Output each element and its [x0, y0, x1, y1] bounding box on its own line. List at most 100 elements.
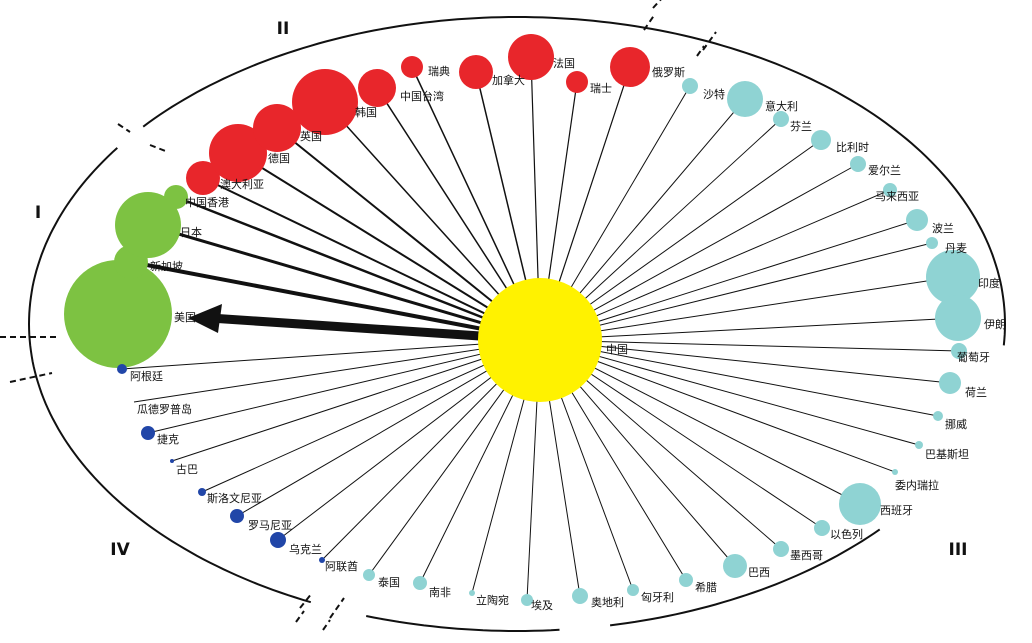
country-label: 乌克兰 [289, 542, 322, 556]
country-label: 挪威 [945, 417, 967, 431]
quadrant-label: III [949, 540, 968, 560]
country-node [521, 594, 533, 606]
sector-divider [643, 13, 656, 31]
country-node [319, 557, 325, 563]
country-label: 以色列 [830, 527, 863, 541]
country-node [230, 509, 244, 523]
country-node [610, 47, 650, 87]
country-node [892, 469, 898, 475]
ellipse-arc [142, 16, 1007, 346]
country-node [926, 250, 980, 304]
country-node [413, 576, 427, 590]
country-label: 古巴 [176, 463, 198, 476]
country-node [935, 295, 981, 341]
sector-divider [117, 123, 131, 133]
country-label: 意大利 [765, 99, 798, 113]
country-node [883, 183, 897, 197]
connection-line [147, 223, 541, 342]
sector-divider [322, 619, 331, 631]
sector-divider [9, 372, 53, 383]
connection-line [539, 339, 951, 384]
country-label: 伊朗 [984, 318, 1006, 331]
country-node [292, 69, 358, 135]
country-label: 葡萄牙 [957, 351, 990, 364]
connection-line [539, 317, 959, 341]
country-node [773, 541, 789, 557]
country-node [723, 554, 747, 578]
country-node [572, 588, 588, 604]
country-node [270, 532, 286, 548]
country-label: 瑞典 [428, 64, 450, 78]
connection-line [133, 339, 541, 403]
country-label: 阿联酋 [325, 559, 358, 573]
country-node [401, 56, 423, 78]
connection-line [539, 339, 960, 352]
ellipse-arc [366, 615, 560, 632]
country-label: 巴基斯坦 [925, 447, 969, 461]
connection-line [171, 339, 541, 462]
country-node [566, 71, 588, 93]
connection-line [539, 276, 954, 341]
country-label: 日本 [180, 225, 202, 239]
country-label: 新加坡 [150, 259, 183, 273]
country-node [164, 185, 188, 209]
country-node [926, 237, 938, 249]
country-node [915, 441, 923, 449]
connection-line [539, 339, 920, 446]
country-label: 美国 [174, 311, 196, 324]
country-node [627, 584, 639, 596]
country-label: 泰国 [378, 575, 400, 589]
country-node [939, 372, 961, 394]
country-label: 波兰 [932, 222, 954, 235]
country-label: 马来西亚 [875, 190, 919, 203]
country-node [170, 459, 174, 463]
country-label: 希腊 [695, 580, 717, 594]
center-node [478, 278, 602, 402]
country-node [198, 488, 206, 496]
country-label: 捷克 [157, 432, 179, 446]
country-label: 埃及 [531, 598, 553, 612]
country-label: 巴西 [748, 566, 770, 579]
ellipse-arc [609, 528, 881, 627]
sector-divider [696, 45, 705, 57]
country-node [141, 426, 155, 440]
ellipse-arc [27, 147, 312, 604]
country-node [773, 111, 789, 127]
country-label: 荷兰 [965, 386, 987, 399]
country-label: 丹麦 [945, 242, 967, 255]
country-label: 韩国 [355, 105, 377, 119]
country-label: 委内瑞拉 [895, 478, 939, 492]
country-node [850, 156, 866, 172]
sector-divider [652, 0, 662, 9]
country-label: 澳大利亚 [220, 177, 264, 191]
center-label: 中国 [606, 343, 628, 356]
sector-divider [329, 597, 345, 619]
quadrant-label: IV [110, 540, 130, 560]
country-label: 中国台湾 [400, 89, 444, 103]
country-label: 南非 [429, 586, 451, 599]
connection-line [539, 242, 933, 341]
country-label: 斯洛文尼亚 [207, 491, 262, 505]
country-label: 比利时 [836, 141, 869, 154]
connection-line [539, 189, 891, 341]
sector-divider [295, 610, 305, 623]
country-label: 法国 [553, 56, 575, 70]
connection-line [175, 195, 541, 342]
sector-divider [299, 592, 313, 609]
quadrant-label: II [277, 19, 290, 39]
country-label: 沙特 [703, 87, 725, 101]
country-label: 加拿大 [492, 73, 525, 87]
country-nodes [64, 34, 981, 606]
country-label: 阿根廷 [130, 369, 163, 383]
country-node [186, 161, 220, 195]
country-node [253, 104, 301, 152]
sector-divider [149, 144, 169, 153]
connection-line [539, 339, 896, 473]
country-label: 芬兰 [790, 120, 812, 133]
connection-line [202, 177, 541, 341]
quadrant-label: I [35, 203, 41, 223]
country-label: 瑞士 [590, 81, 612, 95]
country-node [209, 124, 267, 182]
country-label: 英国 [300, 129, 322, 143]
country-node [358, 69, 396, 107]
